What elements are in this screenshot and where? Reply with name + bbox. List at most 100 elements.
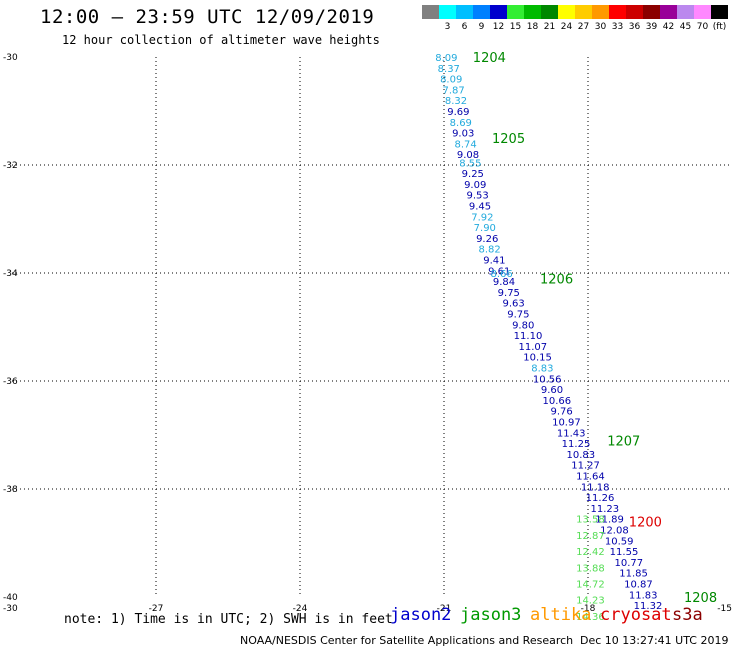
legend-altika: altika <box>530 605 592 625</box>
color-swatch <box>660 5 677 19</box>
wave-height-value: 12.87 <box>576 531 605 542</box>
wave-height-value: 10.59 <box>605 536 634 547</box>
color-swatch <box>677 5 694 19</box>
color-scale-label: 70 <box>696 22 709 32</box>
wave-height-value: 13.88 <box>576 563 605 574</box>
color-scale-label: 30 <box>594 22 607 32</box>
color-scale-label: 45 <box>679 22 692 32</box>
wave-height-value: 11.26 <box>586 493 615 504</box>
wave-height-value: 9.76 <box>550 407 572 418</box>
wave-height-value: 9.75 <box>498 288 520 299</box>
wave-height-value: 11.32 <box>634 601 663 612</box>
lat-tick-label: -34 <box>3 269 18 279</box>
wave-height-value: 8.32 <box>445 96 467 107</box>
wave-height-value: 11.55 <box>610 547 639 558</box>
wave-height-value: 10.97 <box>552 418 581 429</box>
color-swatch <box>524 5 541 19</box>
color-swatch <box>507 5 524 19</box>
credit-text: NOAA/NESDIS Center for Satellite Applica… <box>240 634 574 647</box>
wave-height-value: 8.55 <box>459 158 481 169</box>
wave-height-value: 9.03 <box>452 129 474 140</box>
wave-height-value: 14.23 <box>576 596 605 607</box>
track-time-label: 1207 <box>607 434 640 449</box>
wave-height-value: 11.64 <box>576 472 605 483</box>
wave-height-value: 9.60 <box>541 385 563 396</box>
wave-height-value: 12.42 <box>576 547 605 558</box>
wave-height-value: 13.58 <box>576 515 605 526</box>
wave-height-value: 9.41 <box>483 256 505 267</box>
color-swatch <box>592 5 609 19</box>
wave-height-value: 8.66 <box>490 269 512 280</box>
wave-height-value: 9.25 <box>462 169 484 180</box>
legend-jason2: jason2 <box>390 605 452 625</box>
color-swatch <box>456 5 473 19</box>
wave-height-value: 11.07 <box>518 342 547 353</box>
wave-height-value: 10.77 <box>614 558 643 569</box>
track-time-label: 1200 <box>629 515 662 530</box>
color-scale-label: 12 <box>492 22 505 32</box>
lon-tick-label: -15 <box>717 604 732 614</box>
lat-tick-label: -40 <box>3 593 18 603</box>
color-swatch <box>643 5 660 19</box>
wave-height-value: 9.61 <box>488 266 510 277</box>
color-swatch <box>609 5 626 19</box>
color-scale-label: 3 <box>444 22 451 32</box>
color-scale-label: 9 <box>478 22 485 32</box>
color-swatch <box>490 5 507 19</box>
color-scale-label: 24 <box>560 22 573 32</box>
color-scale-label: 18 <box>526 22 539 32</box>
wave-height-value: 10.15 <box>523 353 552 364</box>
wave-height-value: 14.36 <box>576 612 605 623</box>
wave-height-value: 11.27 <box>571 461 600 472</box>
wave-height-value: 14.72 <box>576 580 605 591</box>
page-subtitle: 12 hour collection of altimeter wave hei… <box>62 33 380 47</box>
wave-height-value: 12.08 <box>600 526 629 537</box>
wave-height-value: 7.90 <box>474 223 496 234</box>
color-swatch <box>422 5 439 19</box>
wave-height-value: 8.82 <box>478 245 500 256</box>
wave-height-value: 8.74 <box>454 139 476 150</box>
wave-height-value: 9.08 <box>457 150 479 161</box>
color-scale-label: (ft) <box>712 22 727 32</box>
wave-height-value: 11.18 <box>581 482 610 493</box>
color-scale-label: 39 <box>645 22 658 32</box>
wave-height-value: 11.10 <box>514 331 543 342</box>
wave-height-value: 11.43 <box>557 428 586 439</box>
timestamp-text: Dec 10 13:27:41 UTC 2019 <box>580 634 729 647</box>
wave-height-value: 9.53 <box>466 191 488 202</box>
color-scale-label: 27 <box>577 22 590 32</box>
lat-tick-label: -30 <box>3 53 18 63</box>
wave-height-value: 9.84 <box>493 277 515 288</box>
wave-height-value: 9.09 <box>464 180 486 191</box>
wave-height-value: 11.23 <box>590 504 619 515</box>
wave-height-value: 9.80 <box>512 320 534 331</box>
wave-height-value: 11.85 <box>619 569 648 580</box>
lat-tick-label: -32 <box>3 161 18 171</box>
color-scale-label: 36 <box>628 22 641 32</box>
wave-height-value: 11.89 <box>595 515 624 526</box>
wave-height-value: 9.26 <box>476 234 498 245</box>
legend-s3a: s3a <box>672 605 703 625</box>
lon-tick-label: -24 <box>293 604 308 614</box>
track-time-label: 1208 <box>684 591 717 606</box>
wave-height-value: 7.92 <box>471 212 493 223</box>
wave-height-value: 8.09 <box>440 75 462 86</box>
color-scale-label: 21 <box>543 22 556 32</box>
lat-tick-label: -38 <box>3 485 18 495</box>
wave-height-value: 8.69 <box>450 118 472 129</box>
wave-height-value: 10.66 <box>542 396 571 407</box>
wave-height-value: 11.83 <box>629 590 658 601</box>
track-time-label: 1205 <box>492 132 525 147</box>
wave-height-value: 10.56 <box>533 374 562 385</box>
lon-tick-label: -18 <box>581 604 596 614</box>
color-swatch <box>541 5 558 19</box>
wave-height-value: 7.87 <box>442 85 464 96</box>
lon-tick-label: -30 <box>3 604 18 614</box>
wave-height-value: 9.69 <box>447 107 469 118</box>
track-time-label: 1206 <box>540 272 573 287</box>
lat-tick-label: -36 <box>3 377 18 387</box>
color-swatch <box>439 5 456 19</box>
color-swatch <box>473 5 490 19</box>
wave-height-value: 8.37 <box>438 64 460 75</box>
